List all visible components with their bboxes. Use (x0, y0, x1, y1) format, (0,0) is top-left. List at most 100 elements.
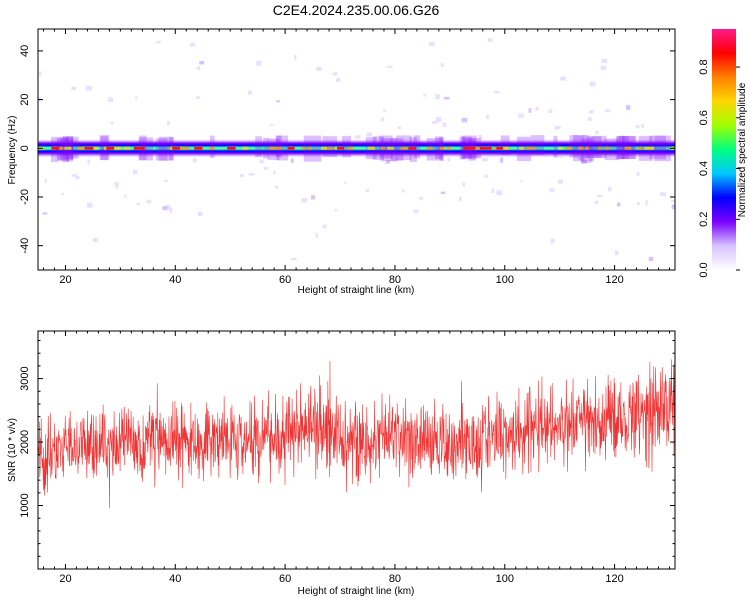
speckle (614, 250, 619, 256)
speckle (240, 173, 244, 178)
x-tick-label: 100 (496, 274, 514, 286)
colorbar-tick-label: 0.4 (698, 161, 710, 176)
band-core-segment (327, 146, 333, 150)
band-core-segment (387, 146, 394, 150)
speckle (594, 200, 599, 204)
speckle (197, 211, 203, 217)
band-core-segment (209, 146, 215, 150)
colorbar: 0.0 0.2 0.4 0.6 0.8 Normalized spectral ampl… (698, 29, 748, 278)
speckle (491, 188, 495, 194)
colorbar-tick-label: 0.0 (698, 262, 710, 277)
speckle (310, 195, 316, 200)
band-blob (580, 138, 593, 163)
speckle (401, 189, 405, 193)
snr-ylabel: SNR (10 * v/v) (7, 418, 18, 482)
band-core-segment (472, 146, 481, 150)
colorbar-tick-label: 0.6 (698, 110, 710, 125)
band-core-segment (426, 146, 433, 150)
band-blob (263, 137, 269, 159)
speckle (607, 186, 612, 192)
speckle (636, 171, 640, 176)
band-core-segment (117, 146, 122, 150)
speckle (636, 201, 640, 206)
band-core-segment (637, 146, 643, 150)
speckle (626, 105, 631, 110)
snr-series-line (38, 359, 675, 509)
band-peak (133, 146, 145, 150)
speckle (518, 113, 524, 118)
speckle (442, 122, 447, 128)
spectrogram-frame (37, 28, 676, 271)
speckle (291, 257, 297, 261)
spectrogram-axes: 20 40 60 80 100 120 -40 -20 0 20 40 (19, 29, 675, 286)
band-blob (158, 136, 174, 161)
speckle (440, 191, 446, 194)
band-core-segment (650, 146, 654, 150)
speckle (275, 185, 279, 189)
band-core-segment (492, 146, 500, 150)
band-core-segment (268, 146, 276, 150)
speckle (167, 121, 171, 126)
speckle (110, 121, 114, 125)
speckle (322, 224, 327, 229)
speckle (166, 205, 171, 211)
speckle (589, 110, 594, 114)
x-tick-label: 60 (279, 573, 291, 585)
band-blob (255, 136, 263, 158)
x-tick-label: 60 (279, 274, 291, 286)
y-tick-label: -40 (19, 238, 31, 254)
speckle (645, 200, 648, 206)
band-blob (210, 135, 215, 158)
band-peak (496, 146, 503, 150)
band-core-segment (505, 146, 510, 150)
speckle (499, 157, 504, 163)
speckle (365, 188, 370, 193)
speckle (659, 192, 666, 196)
speckle (484, 174, 488, 178)
band-core-segment (525, 146, 531, 150)
band-core-segment (64, 146, 72, 150)
x-tick-label: 20 (59, 274, 71, 286)
speckle (162, 206, 168, 211)
speckle (550, 238, 555, 244)
band-blob (379, 135, 393, 159)
band-peak (51, 146, 60, 150)
band-core-segment (242, 146, 249, 150)
speckle (535, 106, 539, 111)
band-core-segment (123, 146, 131, 150)
speckle (380, 117, 385, 122)
band-blob (654, 135, 671, 162)
band-peak (172, 146, 180, 150)
speckle (386, 65, 393, 68)
band-blob (322, 136, 337, 157)
speckle (481, 157, 488, 162)
y-tick-label: 1000 (19, 493, 31, 517)
speckle (42, 212, 48, 215)
band-core-segment (77, 146, 84, 150)
speckle (555, 125, 561, 129)
speckle (487, 38, 493, 42)
speckle (87, 159, 90, 165)
speckle (418, 196, 424, 200)
speckle (190, 42, 195, 47)
snr-frame (37, 330, 676, 570)
speckle (108, 97, 114, 102)
band-blob (459, 136, 465, 160)
colorbar-tick-label: 0.8 (698, 59, 710, 74)
band-core-segment (558, 146, 563, 150)
speckle (447, 157, 451, 162)
band-core-segment (182, 146, 190, 150)
speckle (192, 158, 197, 163)
colorbar-tick-label: 0.2 (698, 212, 710, 227)
speckle (635, 124, 640, 129)
speckle (276, 100, 281, 103)
band-core-segment (604, 146, 609, 150)
x-tick-label: 20 (59, 573, 71, 585)
band-blob (138, 137, 153, 161)
band-peak (84, 146, 94, 150)
band-core-segment (321, 146, 328, 150)
speckle (169, 208, 173, 213)
y-tick-label: 2000 (19, 430, 31, 454)
band-core-segment (584, 146, 589, 150)
band-core-segment (169, 146, 175, 150)
